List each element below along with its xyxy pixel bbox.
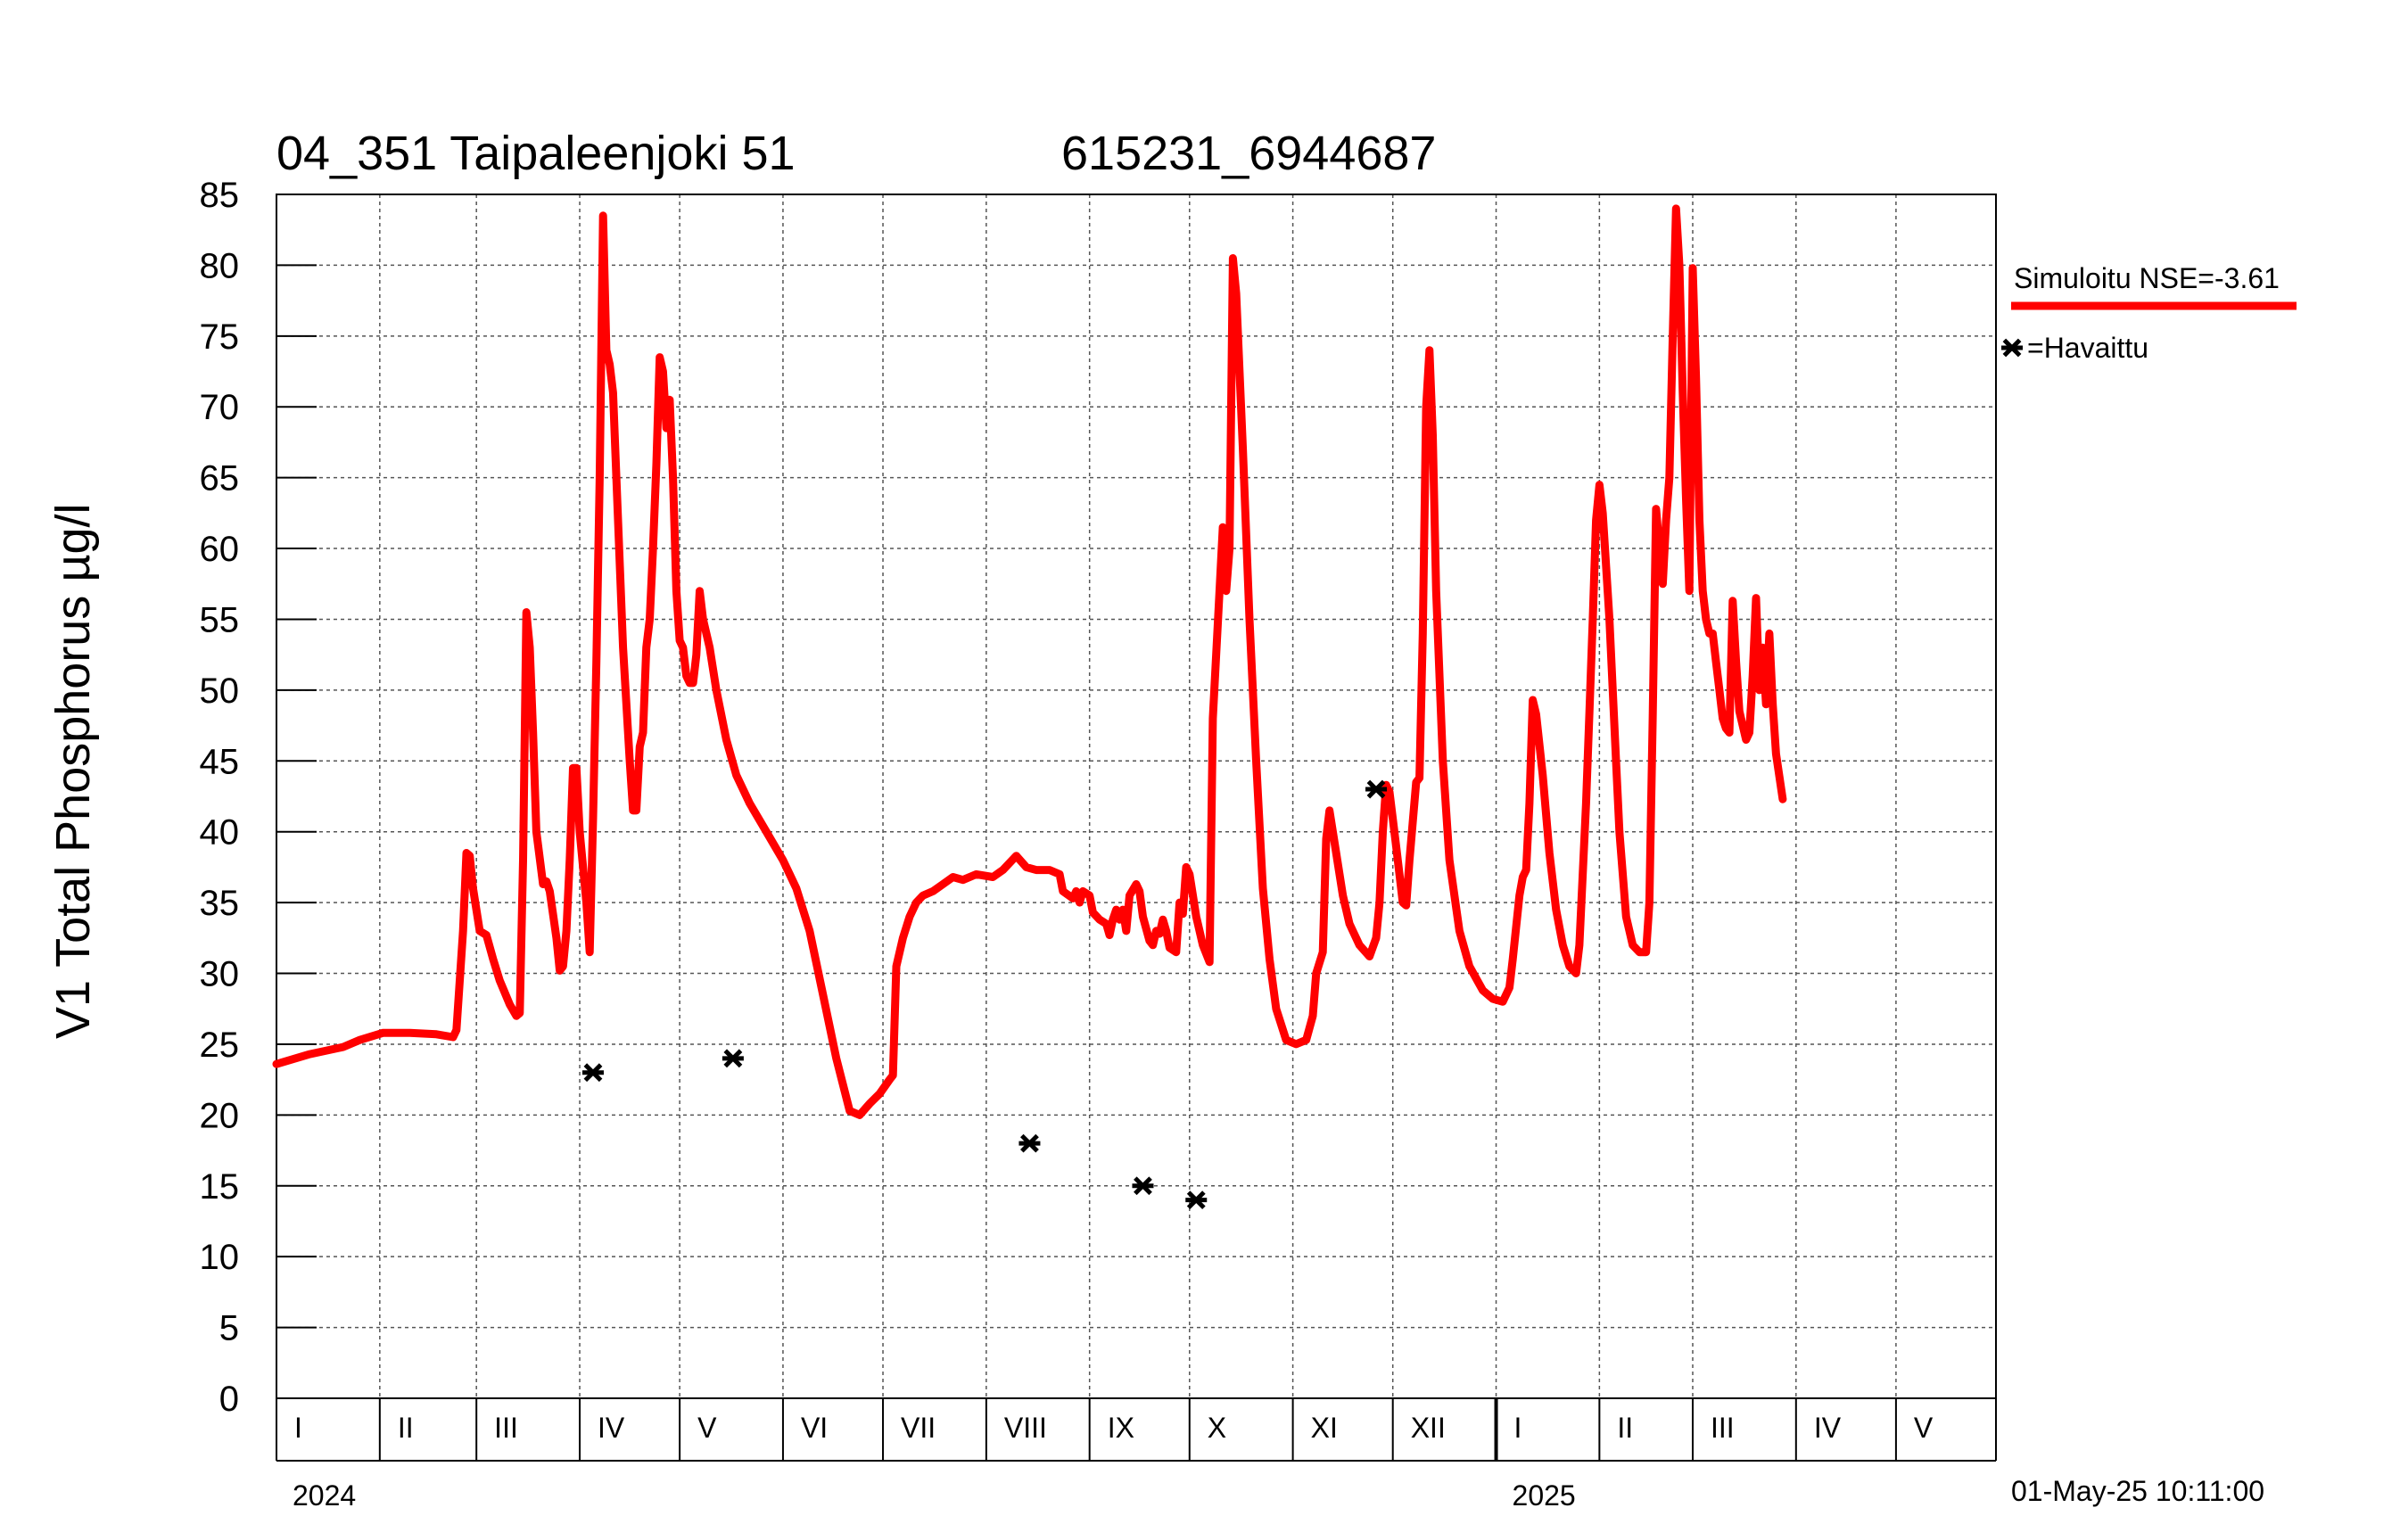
y-tick-label: 85 xyxy=(200,176,240,215)
month-label: VI xyxy=(801,1412,828,1444)
month-label: XII xyxy=(1411,1412,1446,1444)
month-label: III xyxy=(494,1412,518,1444)
month-label: V xyxy=(1914,1412,1934,1444)
y-tick-label: 35 xyxy=(200,884,240,923)
plot-frame xyxy=(276,194,1997,1399)
month-label: IX xyxy=(1108,1412,1134,1444)
y-tick-label: 10 xyxy=(200,1238,240,1277)
year-label: 2024 xyxy=(293,1479,356,1512)
y-tick-label: 15 xyxy=(200,1167,240,1207)
chart-title-right: 615231_6944687 xyxy=(1061,127,1436,180)
y-tick-label: 30 xyxy=(200,955,240,994)
y-tick-label: 60 xyxy=(200,530,240,569)
marker-stroke xyxy=(1366,779,1386,799)
observed-point xyxy=(1365,779,1388,799)
marker-stroke xyxy=(1134,1176,1152,1196)
month-label: II xyxy=(398,1412,414,1444)
observed-point xyxy=(1132,1176,1154,1196)
y-tick-label: 70 xyxy=(200,388,240,427)
marker-stroke xyxy=(723,1049,743,1068)
month-label: VIII xyxy=(1004,1412,1047,1444)
observed-points xyxy=(581,779,1388,1210)
marker-stroke xyxy=(1186,1191,1206,1210)
month-label: III xyxy=(1711,1412,1735,1444)
legend-obs-marker xyxy=(2001,338,2023,358)
legend-obs-asterisk xyxy=(2001,338,2023,358)
month-label: X xyxy=(1208,1412,1226,1444)
chart-title-left: 04_351 Taipaleenjoki 51 xyxy=(276,127,796,180)
observed-point xyxy=(1018,1133,1041,1153)
y-ticks: 0 5 10 15 20 25 30 35 40 45 50 55 60 65 70 75 80 85 xyxy=(200,176,317,1419)
year-label: 2025 xyxy=(1513,1479,1576,1512)
y-tick-label: 25 xyxy=(200,1026,240,1065)
month-label: IV xyxy=(1814,1412,1842,1444)
y-tick-label: 80 xyxy=(200,246,240,285)
month-label: V xyxy=(697,1412,717,1444)
simulated-series-line xyxy=(272,204,1787,1119)
y-tick-label: 55 xyxy=(200,600,240,639)
marker-stroke xyxy=(583,1063,603,1083)
y-axis-label: V1 Total Phosphorus µg/l xyxy=(46,504,100,1040)
y-tick-label: 40 xyxy=(200,813,240,853)
marker-stroke xyxy=(1020,1133,1039,1153)
marker-stroke xyxy=(2002,338,2022,358)
month-label: IV xyxy=(598,1412,625,1444)
month-label: II xyxy=(1617,1412,1633,1444)
legend-sim-label: Simuloitu NSE=-3.61 xyxy=(2014,262,2280,294)
legend: Simuloitu NSE=-3.61 =Havaittu xyxy=(2001,262,2297,364)
month-label: VII xyxy=(901,1412,936,1444)
observed-point xyxy=(1185,1191,1208,1210)
y-tick-label: 45 xyxy=(200,742,240,781)
y-tick-label: 0 xyxy=(219,1380,239,1419)
y-tick-label: 5 xyxy=(219,1309,239,1348)
month-label: I xyxy=(1514,1412,1522,1444)
timestamp: 01-May-25 10:11:00 xyxy=(2011,1475,2264,1507)
legend-obs-label: =Havaittu xyxy=(2027,332,2148,364)
y-tick-label: 50 xyxy=(200,671,240,711)
y-tick-label: 65 xyxy=(200,459,240,498)
y-tick-label: 20 xyxy=(200,1096,240,1135)
y-tick-label: 75 xyxy=(200,317,240,357)
month-label: XI xyxy=(1311,1412,1338,1444)
observed-point xyxy=(581,1063,604,1083)
observed-point xyxy=(722,1049,744,1068)
month-label: I xyxy=(294,1412,302,1444)
